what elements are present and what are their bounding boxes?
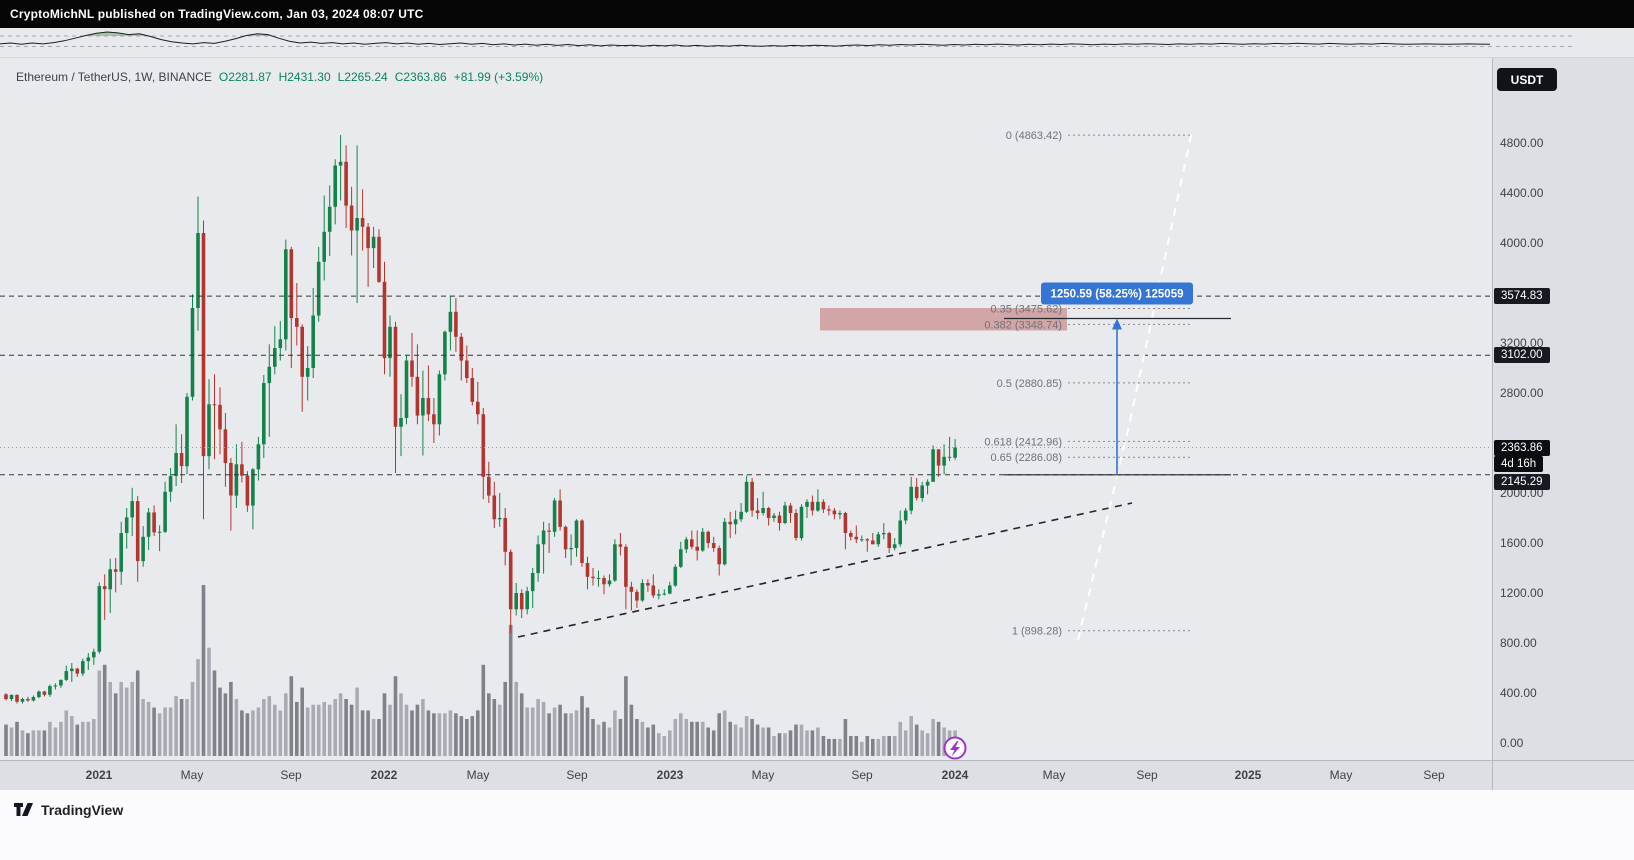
time-label: May <box>1329 768 1353 782</box>
time-label: 2024 <box>941 768 969 782</box>
time-label: Sep <box>566 768 588 782</box>
ohlc-low: L2265.24 <box>337 70 388 84</box>
fib-level-label: 0.382 (3348.74) <box>984 319 1062 331</box>
price-tick: 1600.00 <box>1500 536 1544 550</box>
price-tick: 3200.00 <box>1500 336 1544 350</box>
time-label: 2022 <box>370 768 398 782</box>
ohlc-open: O2281.87 <box>218 70 272 84</box>
trendline[interactable] <box>517 502 1133 638</box>
current-price-label: 2363.86 <box>1494 440 1550 456</box>
price-tick: 400.00 <box>1500 686 1537 700</box>
lightning-icon <box>950 741 960 757</box>
measure-label-text: 1250.59 (58.25%) 125059 <box>1051 289 1184 301</box>
time-label: Sep <box>851 768 873 782</box>
price-tick: 2800.00 <box>1500 386 1544 400</box>
bar-countdown-label: 4d 16h <box>1494 456 1544 472</box>
tradingview-logo[interactable] <box>14 802 34 817</box>
price-axis-labels: 4800.00 4400.00 4000.00 3200.00 2800.00 2000.… <box>1493 58 1634 760</box>
projection-path[interactable] <box>1077 130 1193 641</box>
time-axis[interactable]: 2021 May Sep 2022 May Sep 2023 May Sep 2024 May Sep… <box>0 760 1634 790</box>
time-label: Sep <box>1423 768 1445 782</box>
navigator-chart <box>0 31 1575 47</box>
tradingview-brand-text[interactable]: TradingView <box>41 802 124 818</box>
symbol-legend: Ethereum / TetherUS, 1W, BINANCE O2281.8… <box>16 70 543 84</box>
price-level-label: 2145.29 <box>1494 474 1550 490</box>
ohlc-high: H2431.30 <box>278 70 331 84</box>
time-label: 2025 <box>1234 768 1262 782</box>
symbol-name[interactable]: Ethereum / TetherUS, 1W, BINANCE <box>16 70 212 84</box>
measure-label[interactable] <box>1041 282 1193 305</box>
attribution-text: CryptoMichNL published on TradingView.co… <box>10 7 424 21</box>
time-label: 2023 <box>656 768 684 782</box>
arrow-up-icon <box>1112 318 1122 330</box>
chart-canvas[interactable]: 0 (4863.42) 0.35 (3475.62) 0.382 (3348.74)… <box>0 58 1492 760</box>
footer: TradingView <box>0 790 1634 860</box>
main-chart-svg: 0 (4863.42) 0.35 (3475.62) 0.382 (3348.74)… <box>0 130 1492 760</box>
currency-toggle-button[interactable]: USDT <box>1497 68 1557 91</box>
time-label: Sep <box>1136 768 1158 782</box>
price-axis[interactable]: USDT 4800.00 4400.00 4000.00 3200.00 2800.00… <box>1492 58 1634 760</box>
ohlc-close: C2363.86 <box>394 70 447 84</box>
price-tick: 4800.00 <box>1500 136 1544 150</box>
time-label: May <box>466 768 490 782</box>
volume-series <box>4 585 957 757</box>
price-change: +81.99 (+3.59%) <box>453 70 544 84</box>
candlestick-series <box>4 135 957 704</box>
price-tick: 1200.00 <box>1500 586 1544 600</box>
price-tick: 4000.00 <box>1500 236 1544 250</box>
time-label: May <box>751 768 775 782</box>
price-tick: 4400.00 <box>1500 186 1544 200</box>
fib-level-label: 0.35 (3475.62) <box>990 304 1062 316</box>
time-label: May <box>1042 768 1066 782</box>
price-tick: 800.00 <box>1500 636 1537 650</box>
fib-level-label: 0.65 (2286.08) <box>990 452 1062 464</box>
time-label: Sep <box>280 768 302 782</box>
fib-level-label: 1 (898.28) <box>1012 626 1062 638</box>
price-level-label: 3574.83 <box>1494 288 1550 304</box>
attribution-bar: CryptoMichNL published on TradingView.co… <box>0 0 1634 28</box>
price-tick: 0.00 <box>1500 736 1524 750</box>
time-label: May <box>180 768 204 782</box>
price-level-label: 3102.00 <box>1494 347 1550 363</box>
chart-navigator[interactable] <box>0 28 1634 58</box>
fib-level-label: 0.618 (2412.96) <box>984 436 1062 448</box>
fib-level-label: 0.5 (2880.85) <box>997 378 1062 390</box>
fib-level-label: 0 (4863.42) <box>1006 130 1062 142</box>
fib-retracement[interactable]: 0 (4863.42) 0.35 (3475.62) 0.382 (3348.74)… <box>984 130 1192 638</box>
time-label: 2021 <box>85 768 113 782</box>
resistance-zone[interactable] <box>820 308 1067 331</box>
